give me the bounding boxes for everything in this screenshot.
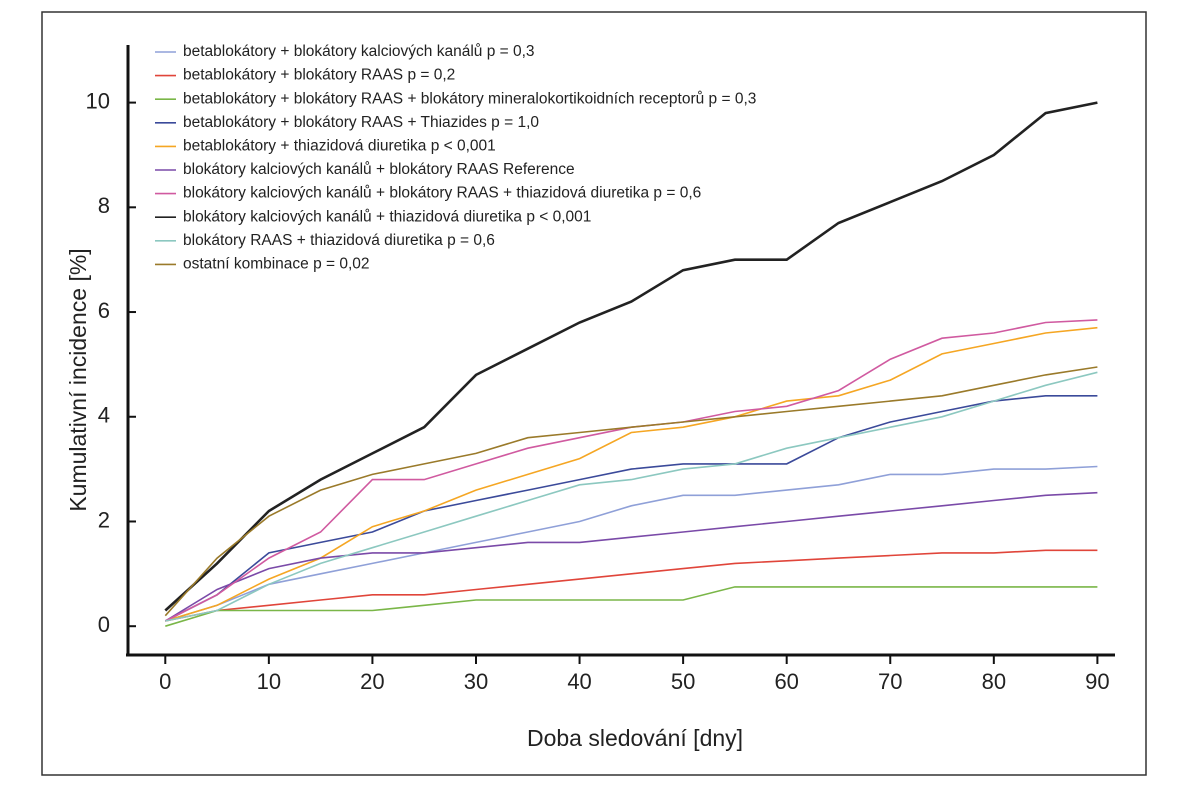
x-tick-label: 60 — [774, 669, 798, 694]
legend-label: betablokátory + thiazidová diuretika p <… — [183, 137, 496, 154]
legend-label: ostatní kombinace p = 0,02 — [183, 255, 370, 272]
x-axis-label: Doba sledování [dny] — [527, 725, 743, 751]
x-tick-label: 30 — [464, 669, 488, 694]
y-tick-label: 8 — [98, 193, 110, 218]
y-tick-label: 2 — [98, 507, 110, 532]
x-tick-label: 50 — [671, 669, 695, 694]
legend-label: blokátory kalciových kanálů + blokátory … — [183, 185, 701, 202]
legend-label: blokátory kalciových kanálů + thiazidová… — [183, 208, 591, 225]
y-axis-label: Kumulativní incidence [%] — [65, 248, 91, 511]
series-line — [164, 491, 1098, 622]
y-tick-label: 10 — [86, 88, 110, 113]
series-line — [164, 319, 1098, 622]
legend-label: blokátory RAAS + thiazidová diuretika p … — [183, 232, 495, 249]
x-tick-label: 80 — [982, 669, 1006, 694]
series-line — [165, 549, 1098, 622]
legend-label: betablokátory + blokátory kalciových kan… — [183, 43, 535, 60]
legend-label: betablokátory + blokátory RAAS + Thiazid… — [183, 114, 539, 131]
legend-label: blokátory kalciových kanálů + blokátory … — [183, 161, 575, 178]
legend-label: betablokátory + blokátory RAAS + blokáto… — [183, 90, 756, 107]
series-line — [164, 366, 1098, 617]
series-line — [165, 371, 1098, 622]
x-tick-label: 70 — [878, 669, 902, 694]
x-tick-label: 0 — [159, 669, 171, 694]
y-tick-label: 0 — [98, 612, 110, 637]
x-tick-label: 40 — [567, 669, 591, 694]
y-tick-label: 6 — [98, 298, 110, 323]
series-line — [164, 395, 1098, 622]
x-tick-label: 90 — [1085, 669, 1109, 694]
series-line — [165, 465, 1098, 622]
frame — [41, 11, 1147, 776]
x-tick-label: 10 — [257, 669, 281, 694]
legend-label: betablokátory + blokátory RAAS p = 0,2 — [183, 67, 455, 84]
series-line — [164, 101, 1098, 612]
series-line — [165, 586, 1098, 627]
y-tick-label: 4 — [98, 403, 110, 428]
x-tick-label: 20 — [360, 669, 384, 694]
